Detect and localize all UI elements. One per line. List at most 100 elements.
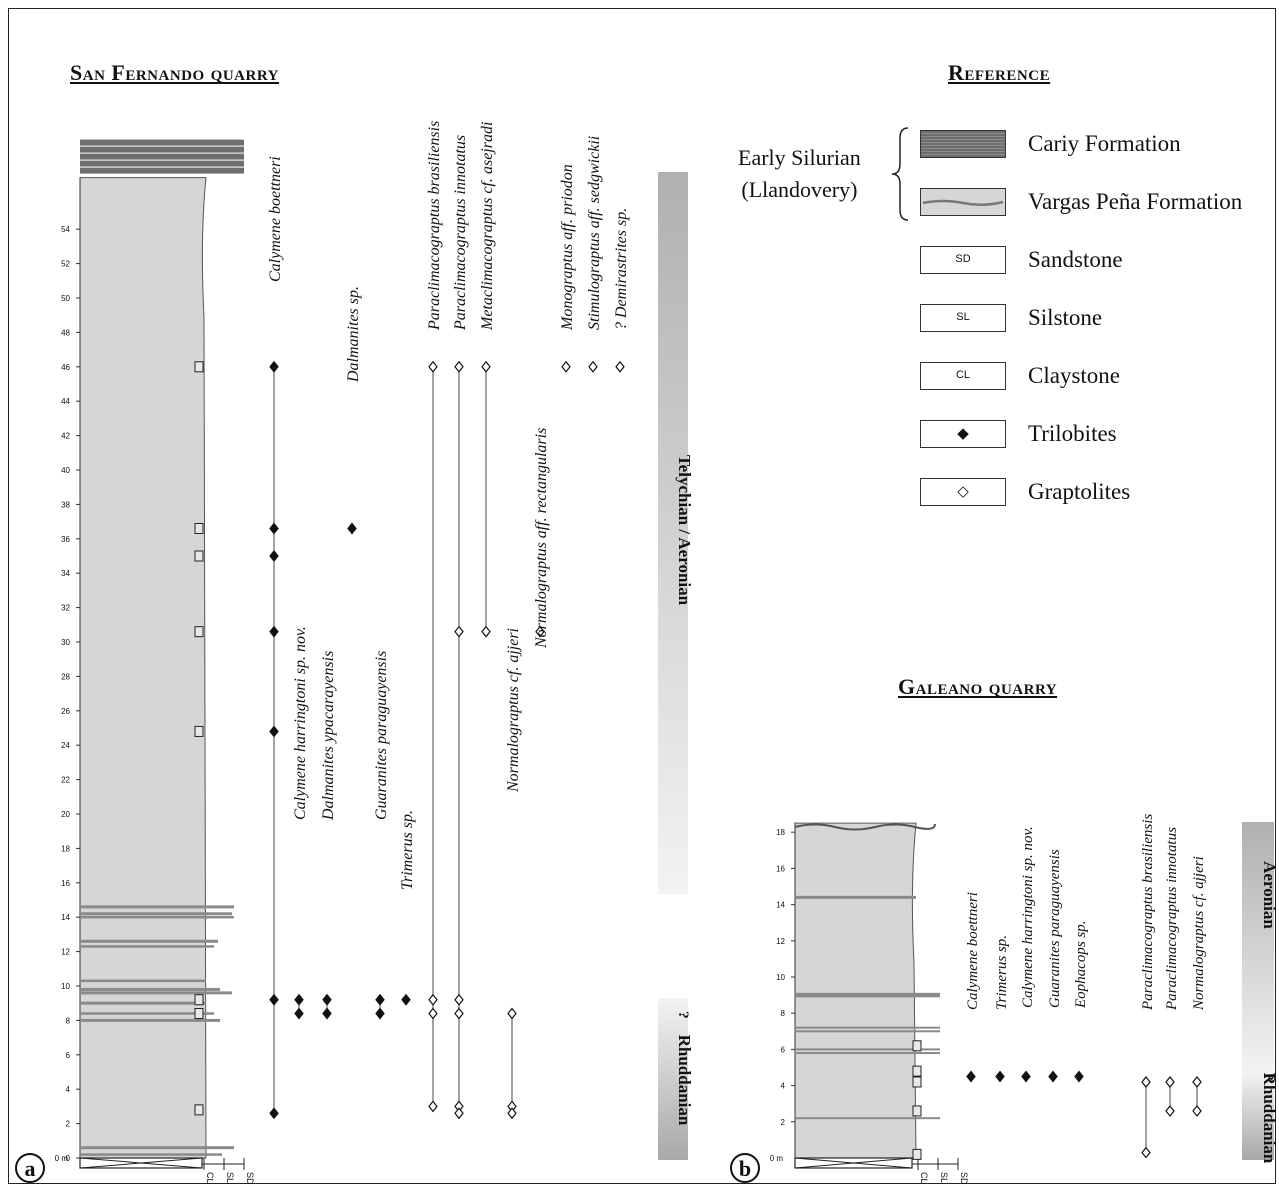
stage-bar-upper: [658, 172, 688, 894]
grain-label: CL: [919, 1172, 929, 1184]
legend-swatch: ◆: [920, 420, 1006, 448]
depth-tick-label: 28: [61, 672, 70, 681]
siltstone-bed: [80, 987, 220, 991]
trilobite-occurrence: [375, 1007, 385, 1020]
depth-tick-label: 10: [61, 982, 70, 991]
siltstone-bed: [80, 1146, 234, 1150]
depth-tick-label: 0: [66, 1154, 71, 1163]
depth-tick-label: 20: [61, 810, 70, 819]
legend-swatch: [920, 188, 1006, 216]
graptolite-occurrence: [481, 625, 491, 638]
siltstone-bed: [80, 1001, 206, 1005]
sample-marker: [194, 550, 204, 562]
trilobite-occurrence: [269, 522, 279, 535]
legend-swatch: SD: [920, 246, 1006, 274]
legend-age-line1: Early Silurian: [738, 145, 861, 170]
depth-tick-label: 18: [776, 828, 785, 837]
trilobite-occurrence: [269, 360, 279, 373]
grain-label: SD: [959, 1172, 969, 1185]
taxon-label: Trimerus sp.: [994, 935, 1010, 1010]
stage-upper-label: Telychian / Aeronian: [675, 455, 694, 606]
cariy-bed: [80, 139, 244, 146]
depth-tick-label: 54: [61, 225, 70, 234]
cariy-bed: [80, 153, 244, 160]
trilobite-occurrence: [322, 993, 332, 1006]
taxon-label: ? Demirastrites sp.: [613, 208, 630, 330]
graptolite-occurrence: [428, 993, 438, 1006]
trilobite-occurrence: [269, 725, 279, 738]
siltstone-bed: [80, 1153, 222, 1156]
taxon-label: Dalmanites sp.: [345, 286, 362, 383]
siltstone-bed: [80, 1012, 214, 1015]
trilobite-occurrence: [375, 993, 385, 1006]
graptolite-occurrence: [535, 625, 545, 638]
depth-tick-label: 26: [61, 707, 70, 716]
sample-marker: [194, 626, 204, 638]
graptolite-occurrence: [454, 993, 464, 1006]
sample-marker: [912, 1148, 922, 1160]
trilobite-occurrence: [1021, 1070, 1031, 1083]
taxon-label: Normalograptus cf. ajjeri: [1191, 856, 1207, 1011]
trilobite-occurrence: [995, 1070, 1005, 1083]
legend-label: Graptolites: [1028, 479, 1131, 504]
depth-tick-label: 14: [776, 901, 785, 910]
depth-tick-label: 6: [781, 1045, 786, 1054]
siltstone-bed: [80, 1018, 220, 1022]
stage-bar-lower: [1242, 1072, 1274, 1160]
legend-swatch: ◇: [920, 478, 1006, 506]
stage-bar-lower: [658, 998, 688, 1160]
panel-letter: b: [739, 1156, 751, 1181]
depth-tick-label: 18: [61, 844, 70, 853]
grain-label: SL: [225, 1172, 235, 1183]
depth-tick-label: 2: [781, 1118, 786, 1127]
depth-tick-label: 36: [61, 535, 70, 544]
cariy-bed: [80, 167, 244, 174]
taxon-label: Calymene harringtoni sp. nov.: [1020, 826, 1036, 1008]
legend-label: Cariy Formation: [1028, 131, 1181, 156]
base-cross: [794, 1157, 913, 1169]
trilobite-occurrence: [322, 1007, 332, 1020]
depth-tick-label: 12: [61, 948, 70, 957]
depth-tick-label: 4: [66, 1085, 71, 1094]
depth-tick-label: 8: [66, 1016, 71, 1025]
depth-tick-label: 34: [61, 569, 70, 578]
san-fernando-heading: San Fernando quarry: [70, 60, 279, 85]
legend-item: ◆ Trilobites: [918, 418, 1278, 452]
base-cross: [79, 1157, 203, 1169]
taxon-label: Paraclimacograptus innotatus: [1164, 827, 1180, 1011]
siltstone-bed: [80, 939, 218, 943]
depth-tick-label: 48: [61, 328, 70, 337]
sample-marker: [912, 1065, 922, 1077]
graptolite-occurrence: [481, 360, 491, 373]
graptolite-occurrence: [507, 1107, 517, 1120]
depth-tick-label: 50: [61, 294, 70, 303]
siltstone-bed: [80, 905, 234, 909]
taxon-label: Calymene boettneri: [267, 156, 284, 282]
claystone-body: [79, 177, 207, 1159]
legend-item: ◇ Graptolites: [918, 476, 1278, 510]
taxon-label: Dalmanites ypacarayensis: [320, 651, 337, 821]
trilobite-occurrence: [966, 1070, 976, 1083]
siltstone-bed: [795, 1117, 940, 1120]
siltstone-bed: [795, 1052, 940, 1055]
taxon-label: Guaranites paraguayensis: [1047, 849, 1063, 1008]
siltstone-bed: [80, 915, 234, 919]
sample-marker: [912, 1105, 922, 1117]
trilobite-occurrence: [347, 522, 357, 535]
taxon-label: Calymene boettneri: [965, 892, 981, 1010]
siltstone-bed: [80, 979, 206, 983]
legend-label: Sandstone: [1028, 247, 1123, 272]
grain-label: CL: [205, 1172, 215, 1184]
depth-tick-label: 14: [61, 913, 70, 922]
graptolite-occurrence: [1165, 1076, 1175, 1088]
depth-tick-label: 8: [781, 1009, 786, 1018]
graptolite-occurrence: [615, 360, 625, 373]
graptolite-occurrence: [428, 360, 438, 373]
graptolite-occurrence: [588, 360, 598, 373]
trilobite-occurrence: [269, 550, 279, 562]
sample-marker: [194, 1104, 204, 1116]
stage-query-label: ?: [1260, 1073, 1276, 1081]
legend-label: Silstone: [1028, 305, 1103, 330]
legend-item: CL Claystone: [918, 360, 1278, 394]
